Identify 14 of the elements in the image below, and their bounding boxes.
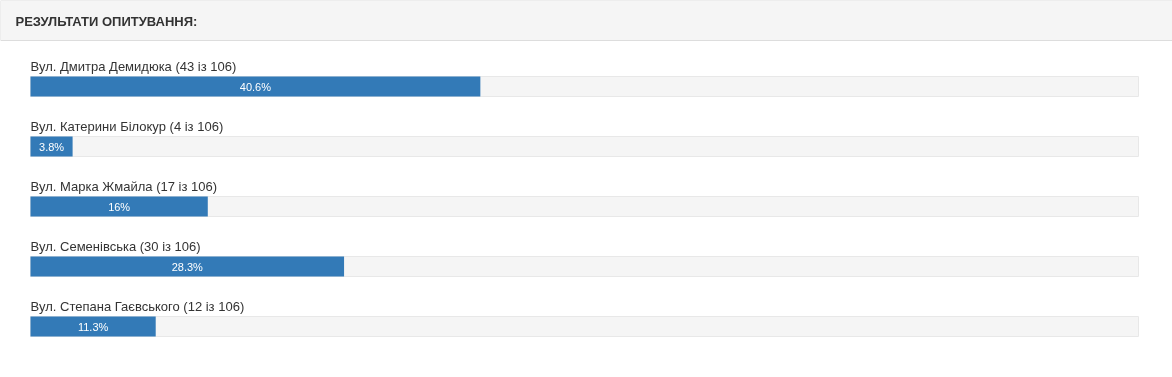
data-label: 28.3% [171,260,204,273]
bar [30,316,156,337]
data-label: 11.3% [77,320,109,333]
data-label: 16% [108,200,131,213]
data-label: 40.6% [239,80,272,93]
data-label: 3.8% [39,140,65,153]
y-tick-label: Вул. Семенівська (30 із 106) [30,238,201,254]
bar [30,256,345,277]
y-tick-label: Вул. Катерини Білокур (4 із 106) [30,118,224,134]
bar [30,196,208,217]
y-tick-label: Вул. Марка Жмайла (17 із 106) [30,178,218,194]
chart-title: РЕЗУЛЬТАТИ ОПИТУВАННЯ: [15,14,198,29]
y-tick-label: Вул. Степана Гаєвського (12 із 106) [30,298,245,314]
y-tick-label: Вул. Дмитра Демидюка (43 із 106) [30,58,237,74]
